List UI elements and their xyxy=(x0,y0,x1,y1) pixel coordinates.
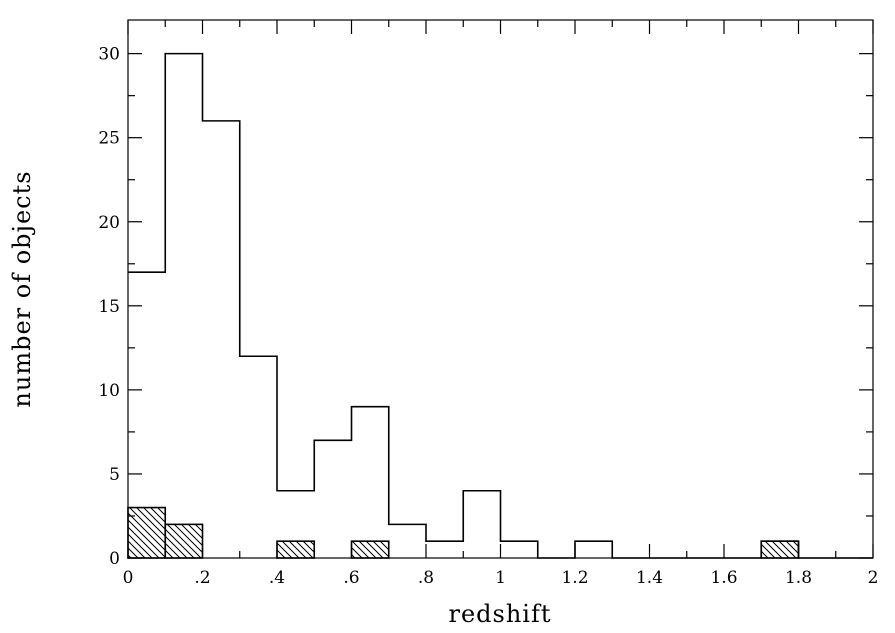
hatched-bar xyxy=(164,523,204,559)
y-tick-label: 30 xyxy=(98,45,120,65)
x-axis-title: redshift xyxy=(448,600,551,628)
y-tick-label: 25 xyxy=(98,129,120,149)
open-histogram-outline xyxy=(128,52,873,559)
hatched-bar xyxy=(760,540,800,559)
x-tick-label: .4 xyxy=(269,568,285,588)
x-tick-label: 1.2 xyxy=(561,568,588,588)
x-tick-label: 1 xyxy=(495,568,506,588)
y-tick-label: 20 xyxy=(98,213,120,233)
x-tick-label: 1.8 xyxy=(785,568,812,588)
x-tick-label: 1.6 xyxy=(710,568,737,588)
x-tick-label: 1.4 xyxy=(636,568,663,588)
hatched-bar xyxy=(350,540,390,559)
y-tick-label: 5 xyxy=(109,465,120,485)
hatched-series xyxy=(127,506,800,559)
hatched-bar xyxy=(276,540,316,559)
y-tick-label: 15 xyxy=(98,297,120,317)
y-axis-title: number of objects xyxy=(8,170,36,407)
x-tick-label: 0 xyxy=(123,568,134,588)
x-tick-label: .8 xyxy=(418,568,434,588)
y-tick-label: 10 xyxy=(98,381,120,401)
x-tick-label: 2 xyxy=(868,568,879,588)
hatched-bar xyxy=(127,506,167,559)
x-tick-label: .2 xyxy=(194,568,210,588)
x-tick-label: .6 xyxy=(343,568,359,588)
y-tick-label: 0 xyxy=(109,549,120,569)
